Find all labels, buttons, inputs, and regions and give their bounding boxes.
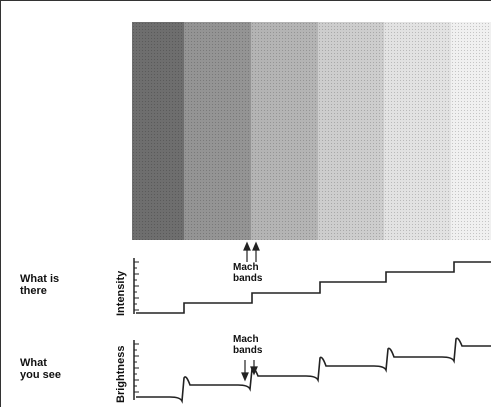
intensity-staircase — [136, 261, 491, 314]
band-4 — [318, 22, 384, 240]
brightness-staircase — [136, 337, 491, 404]
band-6 — [451, 22, 491, 240]
band-5 — [384, 22, 451, 240]
intensity-ticks — [134, 261, 139, 311]
brightness-ticks — [134, 343, 139, 393]
what-is-there-label: What is there — [20, 273, 60, 297]
band-3 — [251, 22, 318, 240]
band-2 — [184, 22, 251, 240]
what-you-see-label: What you see — [20, 357, 61, 381]
band-1 — [132, 22, 184, 240]
gray-step-bands — [132, 22, 491, 240]
mach-bands-annotation-bottom: Mach bands — [233, 334, 263, 356]
mach-arrows-top — [243, 241, 260, 262]
mach-arrows-bottom — [241, 360, 258, 382]
mach-bands-annotation-top: Mach bands — [233, 262, 263, 284]
